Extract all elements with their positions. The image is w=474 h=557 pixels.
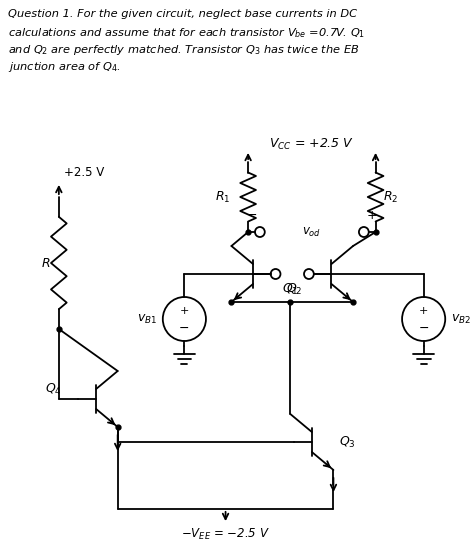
Text: $v_{B2}$: $v_{B2}$ [451,312,471,325]
Text: −: − [179,321,190,335]
Text: +2.5 V: +2.5 V [64,166,104,179]
Text: $Q_4$: $Q_4$ [45,382,62,397]
Text: $Q_2$: $Q_2$ [286,282,302,297]
Text: $v_{B1}$: $v_{B1}$ [137,312,157,325]
Text: −: − [419,321,429,335]
Text: +: + [419,306,428,316]
Text: +: + [180,306,189,316]
Text: +: + [366,209,377,222]
Text: $v_{od}$: $v_{od}$ [302,226,321,238]
Text: −: − [247,209,257,222]
Text: Question 1. For the given circuit, neglect base currents in DC: Question 1. For the given circuit, negle… [8,9,357,19]
Text: and $Q_2$ are perfectly matched. Transistor $Q_3$ has twice the EB: and $Q_2$ are perfectly matched. Transis… [8,43,359,57]
Text: junction area of $Q_4$.: junction area of $Q_4$. [8,60,120,74]
Text: $Q_1$: $Q_1$ [283,282,299,297]
Text: $R_2$: $R_2$ [383,189,399,204]
Text: $V_{CC}$ = +2.5 V: $V_{CC}$ = +2.5 V [269,137,355,152]
Text: $Q_3$: $Q_3$ [339,434,356,449]
Text: $R_1$: $R_1$ [215,189,230,204]
Text: $-V_{EE}$ = −2.5 V: $-V_{EE}$ = −2.5 V [181,527,270,542]
Text: calculations and assume that for each transistor $V_{be}$ =0.7V. $Q_1$: calculations and assume that for each tr… [8,26,365,40]
Text: $R$: $R$ [42,257,51,270]
